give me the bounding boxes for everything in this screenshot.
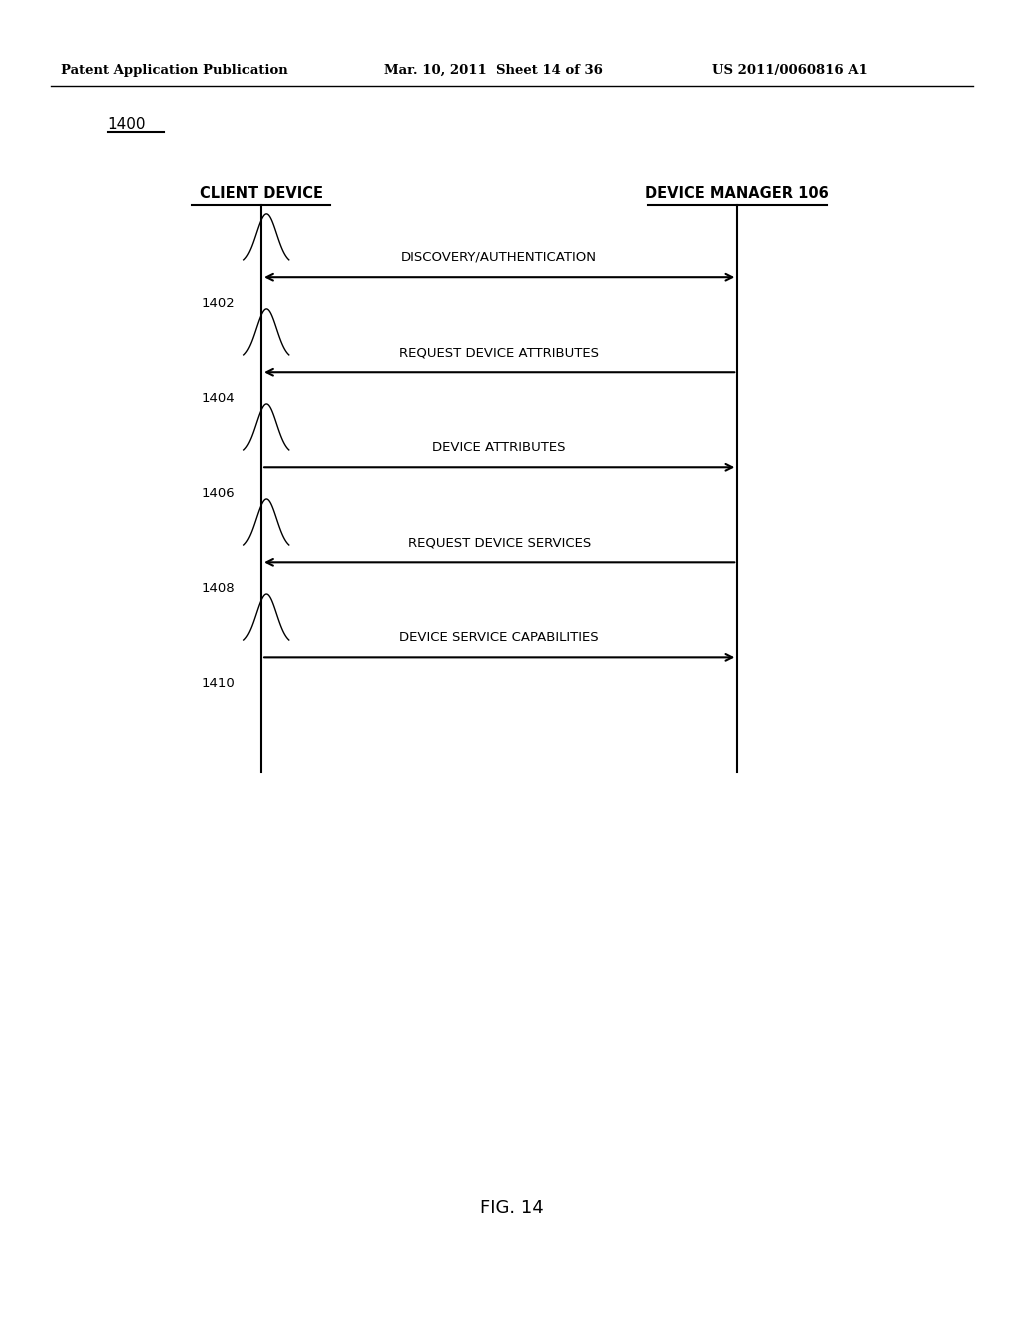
Text: REQUEST DEVICE ATTRIBUTES: REQUEST DEVICE ATTRIBUTES <box>399 346 599 359</box>
Text: DEVICE SERVICE CAPABILITIES: DEVICE SERVICE CAPABILITIES <box>399 631 599 644</box>
Text: 1408: 1408 <box>202 582 236 595</box>
Text: REQUEST DEVICE SERVICES: REQUEST DEVICE SERVICES <box>408 536 591 549</box>
Text: Patent Application Publication: Patent Application Publication <box>61 63 288 77</box>
Text: Mar. 10, 2011  Sheet 14 of 36: Mar. 10, 2011 Sheet 14 of 36 <box>384 63 603 77</box>
Text: DEVICE MANAGER 106: DEVICE MANAGER 106 <box>645 186 829 201</box>
Text: CLIENT DEVICE: CLIENT DEVICE <box>200 186 323 201</box>
Text: 1406: 1406 <box>202 487 236 500</box>
Text: 1404: 1404 <box>202 392 236 405</box>
Text: US 2011/0060816 A1: US 2011/0060816 A1 <box>712 63 867 77</box>
Text: 1410: 1410 <box>202 677 236 690</box>
Text: 1402: 1402 <box>202 297 236 310</box>
Text: DISCOVERY/AUTHENTICATION: DISCOVERY/AUTHENTICATION <box>401 251 597 264</box>
Text: DEVICE ATTRIBUTES: DEVICE ATTRIBUTES <box>432 441 566 454</box>
Text: 1400: 1400 <box>108 117 146 132</box>
Text: FIG. 14: FIG. 14 <box>480 1199 544 1217</box>
